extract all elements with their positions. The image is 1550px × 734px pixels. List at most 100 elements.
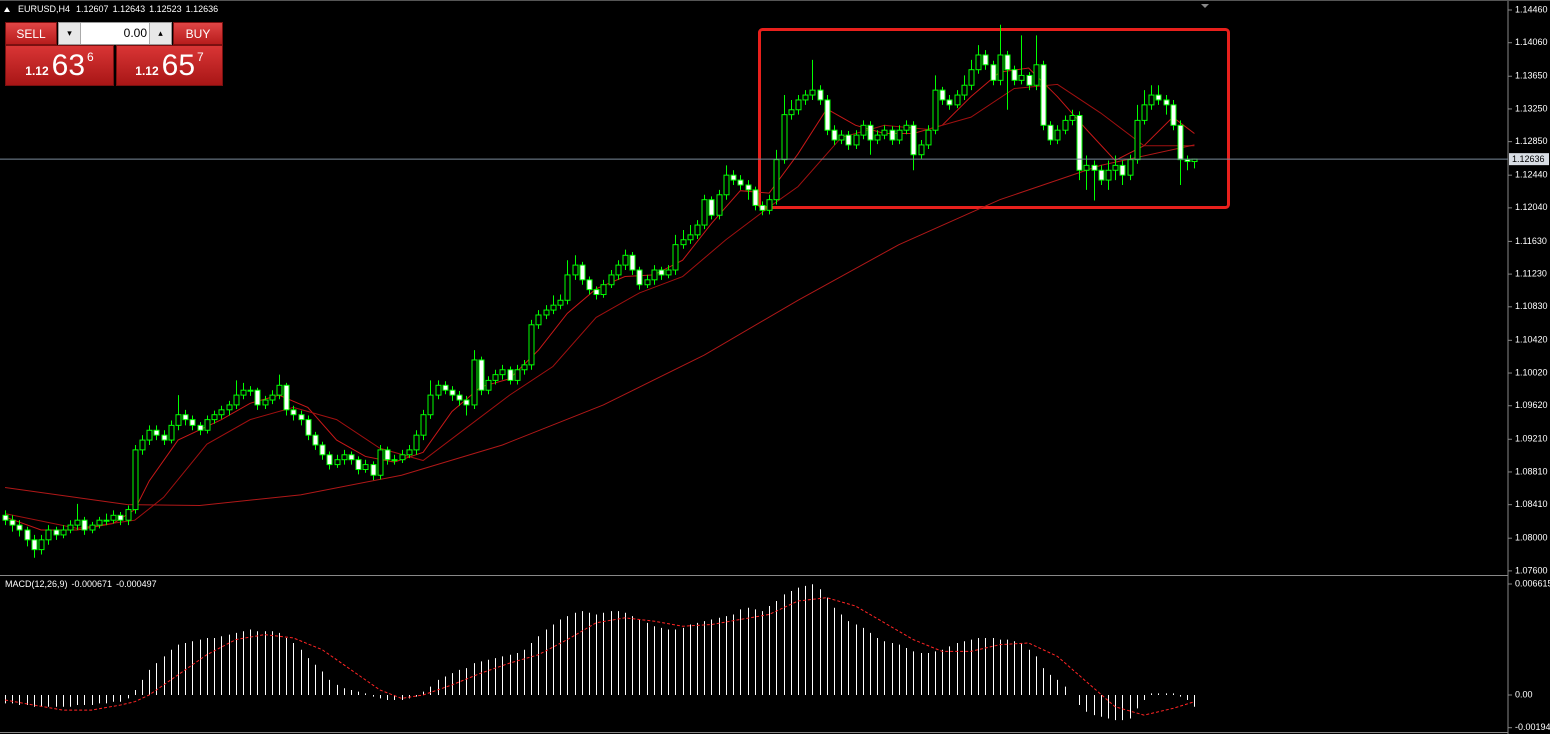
candle-body: [730, 174, 737, 181]
candle-body: [1098, 169, 1105, 181]
candle-body: [680, 239, 687, 246]
candle-body: [189, 419, 196, 426]
candle-body: [326, 454, 333, 466]
y-tick-label: 1.07600: [1515, 565, 1548, 575]
candle-body: [881, 129, 888, 136]
candle-body: [1083, 164, 1090, 171]
candle-body: [903, 124, 910, 131]
candle-body: [1105, 169, 1112, 181]
ask-fraction: 7: [197, 50, 204, 64]
candle-body: [290, 409, 297, 416]
candle-body: [81, 519, 88, 531]
candle-body: [89, 524, 96, 531]
candle-body: [608, 274, 615, 286]
symbol-header: EURUSD,H4 1.12607 1.12643 1.12523 1.12636: [18, 4, 218, 14]
candle-body: [521, 364, 528, 371]
candle-body: [492, 374, 499, 381]
candle-body: [60, 529, 67, 536]
candle-body: [312, 434, 319, 446]
candle-body: [45, 529, 52, 541]
ask-quote[interactable]: 1.12 65 7: [116, 45, 223, 86]
lot-spinner[interactable]: ▴: [149, 23, 171, 44]
candle-body: [665, 269, 672, 276]
candle-body: [946, 99, 953, 106]
candle-body: [586, 279, 593, 291]
candle-body: [341, 454, 348, 461]
candle-body: [543, 309, 550, 316]
candle-body: [1177, 124, 1184, 161]
moving-average: [4, 144, 1195, 506]
candle-body: [110, 514, 117, 521]
y-tick-label: 1.09620: [1515, 400, 1548, 410]
candle-body: [442, 384, 449, 391]
y-tick-label: -0.001949: [1515, 722, 1550, 732]
candle-body: [161, 434, 168, 441]
candle-body: [1134, 119, 1141, 161]
y-tick-label: 1.12850: [1515, 136, 1548, 146]
candle-body: [456, 394, 463, 401]
candle-body: [910, 124, 917, 156]
candle-body: [975, 54, 982, 71]
last-price-label: 1.12636: [1512, 154, 1545, 164]
candle-body: [615, 264, 622, 276]
header-low: 1.12523: [149, 4, 182, 14]
candle-body: [1062, 119, 1069, 131]
candle-body: [427, 394, 434, 416]
candle-body: [1091, 164, 1098, 171]
candle-body: [600, 284, 607, 296]
candle-body: [708, 199, 715, 216]
lot-dropdown[interactable]: ▾: [59, 23, 81, 44]
candle-body: [1148, 94, 1155, 106]
candle-body: [132, 449, 139, 511]
candle-body: [1112, 164, 1119, 171]
candle-body: [737, 179, 744, 186]
candle-body: [254, 389, 261, 406]
buy-button[interactable]: BUY: [173, 22, 223, 45]
y-tick-label: 0.006615: [1515, 578, 1550, 588]
candle-body: [283, 384, 290, 411]
candle-body: [38, 539, 45, 551]
candle-body: [175, 414, 182, 426]
lot-input[interactable]: 0.00: [123, 26, 147, 40]
candle-body: [896, 129, 903, 141]
signal-value: -0.000497: [116, 579, 157, 589]
candle-body: [795, 99, 802, 111]
bid-quote[interactable]: 1.12 63 6: [5, 45, 114, 86]
collapse-icon[interactable]: [4, 7, 10, 12]
candle-body: [9, 519, 16, 526]
candle-body: [838, 134, 845, 141]
candle-body: [867, 124, 874, 141]
signal-line: [4, 597, 1195, 716]
candle-body: [355, 459, 362, 471]
bid-pips: 63: [51, 49, 86, 82]
candle-body: [1047, 124, 1054, 141]
candle-body: [471, 359, 478, 406]
candle-body: [982, 54, 989, 66]
header-open: 1.12607: [76, 4, 109, 14]
candle-body: [1011, 69, 1018, 81]
candle-body: [247, 389, 254, 392]
candle-body: [103, 519, 110, 522]
candle-body: [384, 449, 391, 461]
candle-body: [831, 129, 838, 141]
sell-button[interactable]: SELL: [5, 22, 57, 45]
lot-box: ▾ 0.00 ▴: [58, 22, 172, 45]
candle-body: [644, 279, 651, 286]
candle-body: [860, 124, 867, 136]
candle-body: [932, 89, 939, 131]
candle-body: [550, 304, 557, 311]
candle-body: [1155, 94, 1162, 101]
candle-body: [1033, 64, 1040, 86]
candle-body: [1170, 104, 1177, 126]
candle-body: [990, 64, 997, 81]
candle-body: [139, 439, 146, 451]
candle-body: [16, 524, 23, 531]
candle-body: [211, 414, 218, 421]
y-tick-label: 1.10420: [1515, 335, 1548, 345]
y-tick-label: 1.11230: [1515, 268, 1547, 278]
candle-body: [413, 434, 420, 451]
candle-body: [197, 424, 204, 431]
y-tick-label: 1.12040: [1515, 202, 1548, 212]
y-tick-label: 1.14460: [1515, 4, 1548, 14]
candle-body: [572, 264, 579, 276]
